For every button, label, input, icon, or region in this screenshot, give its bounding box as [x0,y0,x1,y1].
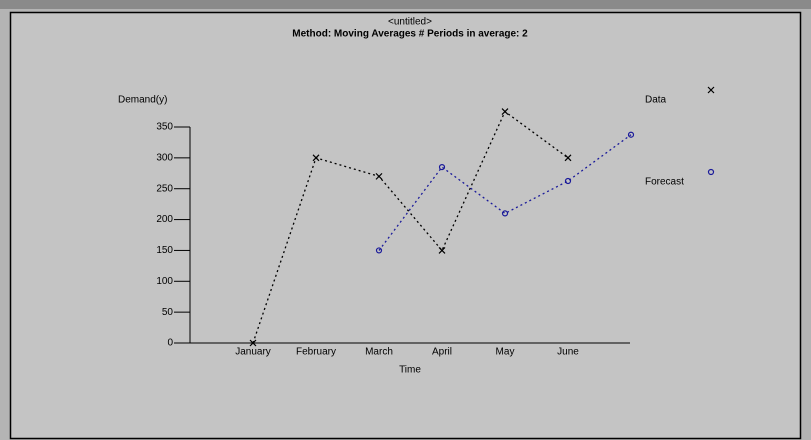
data-point [564,154,572,162]
y-tick-label: 50 [162,307,174,318]
y-tick-label: 150 [156,245,173,256]
y-tick-label: 0 [167,338,173,349]
legend-label: Forecast [645,177,684,188]
y-tick-label: 200 [156,214,173,225]
title-bar [0,0,811,9]
x-tick-label: January [235,347,271,358]
legend-marker [707,168,715,176]
x-axis-label: Time [399,365,421,376]
chart-panel [9,11,802,440]
data-point [438,247,446,254]
data-point [564,177,572,185]
chart-subtitle: Method: Moving Averages # Periods in ave… [292,29,528,40]
y-tick-label: 250 [156,183,173,194]
y-tick-label: 100 [156,276,173,287]
legend-label: Data [645,95,667,106]
data-point [375,172,383,180]
data-point [501,210,509,217]
x-tick-label: April [432,347,452,358]
y-axis-label: Demand(y) [118,95,167,106]
x-tick-label: March [365,347,393,358]
data-point [249,339,257,347]
data-point [438,164,446,171]
x-tick-label: February [296,347,336,358]
y-tick-label: 300 [156,152,173,163]
x-tick-label: June [557,347,579,358]
data-point [375,247,383,254]
data-point [312,154,320,162]
y-tick-label: 350 [156,122,173,133]
data-point [501,108,509,115]
x-tick-label: May [496,347,515,358]
data-point [627,131,635,138]
chart-title: <untitled> [388,17,432,28]
legend-marker [707,86,715,94]
